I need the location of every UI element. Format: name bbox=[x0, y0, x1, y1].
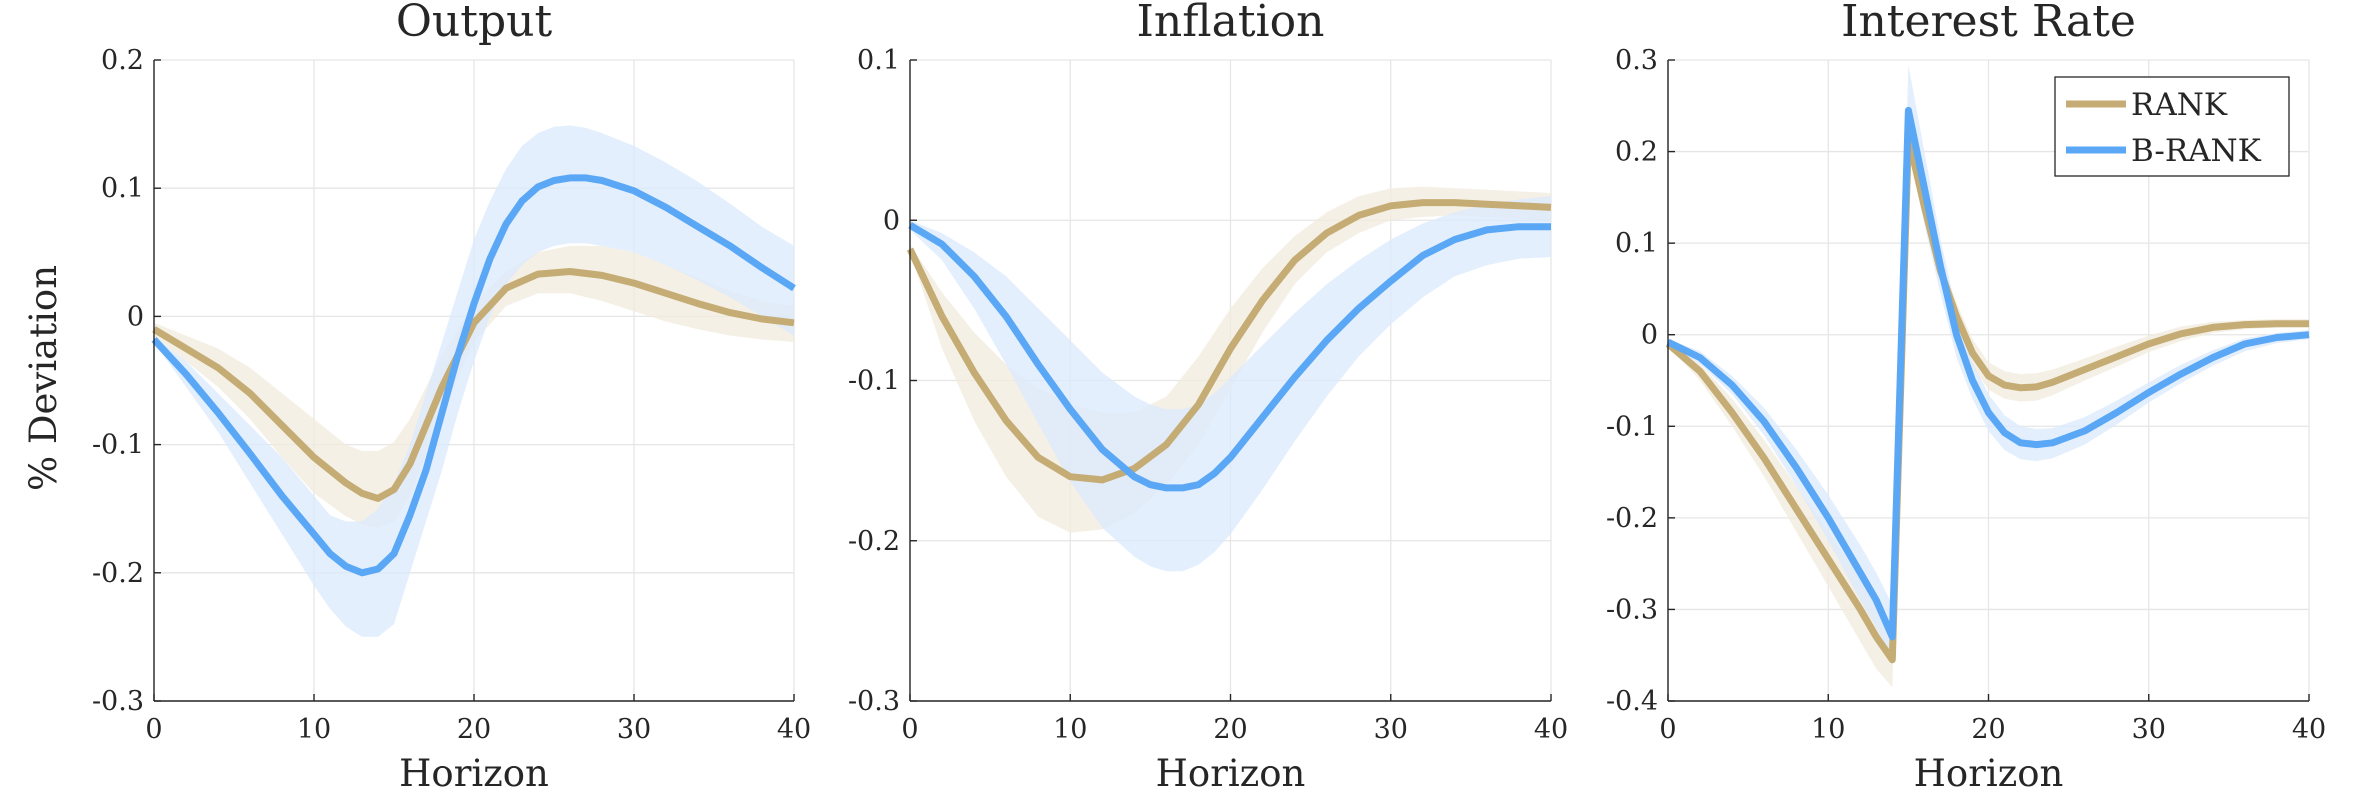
panel-1: 0 10 20 30 40 -0.3 -0.2 -0.1 0 0.1 0.2 Output Horizo… bbox=[92, 0, 811, 792]
y-tick-label: -0.1 bbox=[92, 430, 144, 461]
y-tick-label: 0.2 bbox=[1615, 137, 1658, 168]
y-axis-label: % Deviation bbox=[22, 265, 65, 491]
band-rank bbox=[1668, 124, 2309, 688]
y-tick-label: 0.1 bbox=[101, 173, 144, 204]
x-tick-label: 30 bbox=[617, 714, 651, 745]
x-tick-label: 20 bbox=[1971, 714, 2005, 745]
y-tick-label: 0.3 bbox=[1615, 45, 1658, 76]
x-tick-label: 40 bbox=[777, 714, 811, 745]
x-tick-label: 20 bbox=[457, 714, 491, 745]
x-tick-label: 30 bbox=[1374, 714, 1408, 745]
legend: RANK B-RANK bbox=[2054, 76, 2290, 177]
x-tick-label: 40 bbox=[1534, 714, 1568, 745]
series-line-brank bbox=[908, 222, 1551, 492]
y-tick-label: 0 bbox=[883, 205, 900, 236]
panel-title: Inflation bbox=[1137, 0, 1325, 47]
y-tick-label: 0.1 bbox=[1615, 228, 1658, 259]
x-tick-label: 10 bbox=[1811, 714, 1845, 745]
series-line-rank bbox=[1665, 134, 2309, 664]
y-tick-label: 0.1 bbox=[857, 45, 900, 76]
series-line-brank bbox=[1666, 106, 2310, 641]
x-axis-label: Horizon bbox=[1156, 752, 1306, 788]
y-tick-label: -0.2 bbox=[848, 526, 900, 557]
y-tick-label: -0.3 bbox=[848, 686, 900, 717]
y-tick-label: -0.3 bbox=[1606, 594, 1658, 625]
y-tick-label: 0.2 bbox=[101, 45, 144, 76]
x-tick-label: 0 bbox=[145, 714, 162, 745]
series-line-rank bbox=[906, 199, 1552, 484]
x-tick-label: 0 bbox=[1659, 714, 1676, 745]
series-line-rank bbox=[152, 268, 795, 502]
legend-label-rank: RANK bbox=[2131, 87, 2228, 123]
y-tick-label: -0.2 bbox=[92, 558, 144, 589]
panels: 0 10 20 30 40 -0.3 -0.2 -0.1 0 0.1 0.2 Output Horizo… bbox=[92, 0, 2326, 792]
panel-title: Interest Rate bbox=[1841, 0, 2136, 47]
panel-title: Output bbox=[396, 0, 553, 47]
y-tick-label: -0.4 bbox=[1606, 686, 1658, 717]
legend-label-brank: B-RANK bbox=[2131, 133, 2262, 169]
band-brank bbox=[154, 125, 794, 637]
y-tick-label: -0.1 bbox=[848, 366, 900, 397]
panel-3: 0 10 20 30 40 -0.4 -0.3 -0.2 -0.1 0 0.1 0.2 0.3 Inter… bbox=[1606, 0, 2326, 792]
y-tick-label: 0 bbox=[127, 301, 144, 332]
y-tick-label: -0.1 bbox=[1606, 411, 1658, 442]
x-axis-label: Horizon bbox=[399, 752, 549, 788]
x-tick-label: 10 bbox=[1053, 714, 1087, 745]
legend-box bbox=[2054, 76, 2290, 177]
x-axis-label: Horizon bbox=[1914, 752, 2064, 788]
x-tick-label: 10 bbox=[297, 714, 331, 745]
x-tick-label: 40 bbox=[2292, 714, 2326, 745]
panel-2: 0 10 20 30 40 -0.3 -0.2 -0.1 0 0.1 Inflation Horizo… bbox=[848, 0, 1568, 792]
y-tick-label: -0.3 bbox=[92, 686, 144, 717]
x-tick-label: 0 bbox=[901, 714, 918, 745]
y-tick-label: -0.2 bbox=[1606, 503, 1658, 534]
x-tick-label: 20 bbox=[1213, 714, 1247, 745]
series-line-brank bbox=[151, 174, 796, 577]
y-tick-label: 0 bbox=[1641, 320, 1658, 351]
x-tick-label: 30 bbox=[2132, 714, 2166, 745]
